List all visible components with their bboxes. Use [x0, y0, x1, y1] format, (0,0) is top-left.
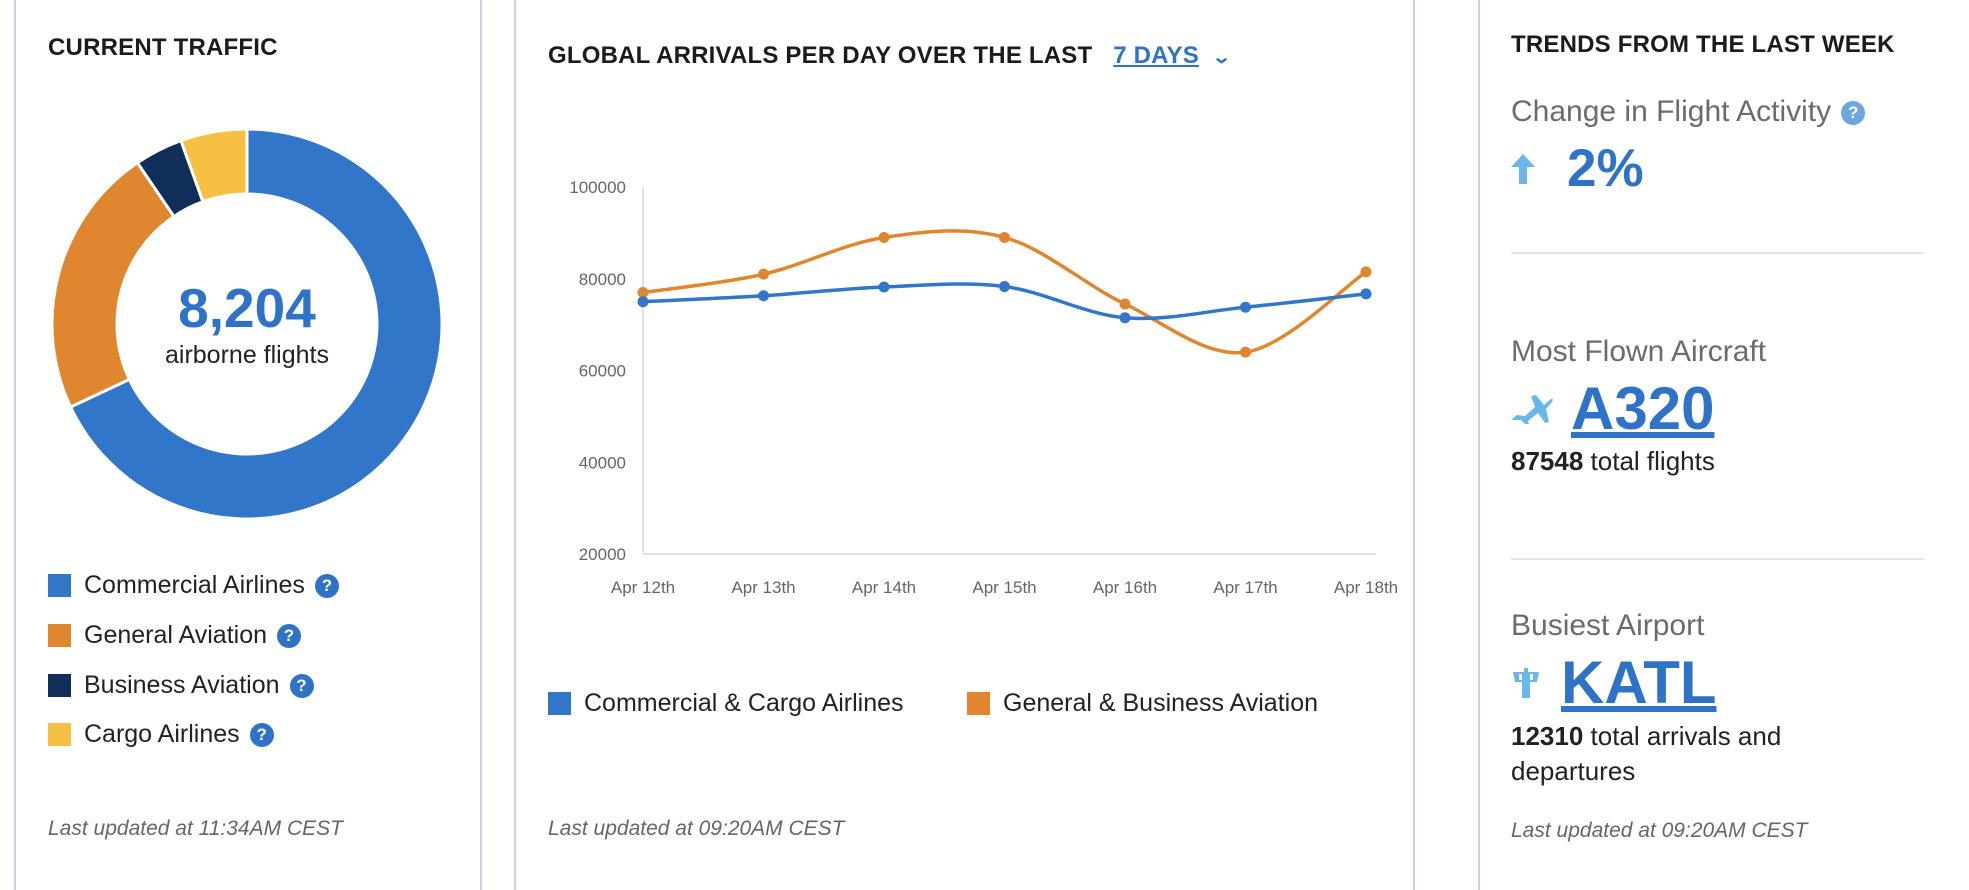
legend-business-aviation: Business Aviation?	[48, 671, 314, 700]
legend-label: Commercial Airlines	[84, 571, 305, 599]
legend-cargo-airlines: Cargo Airlines?	[48, 720, 274, 749]
data-point[interactable]	[1119, 312, 1131, 324]
data-point[interactable]	[1240, 346, 1251, 358]
arrivals-title: GLOBAL ARRIVALS PER DAY OVER THE LAST 7 …	[548, 42, 1232, 70]
data-point[interactable]	[999, 281, 1010, 293]
arrivals-panel	[514, 0, 1415, 890]
chevron-down-icon[interactable]: ⌄	[1211, 47, 1232, 67]
aircraft-row: A320	[1511, 374, 1714, 443]
airport-count-value: 12310	[1511, 721, 1584, 751]
x-tick-label: Apr 15th	[972, 578, 1036, 597]
chart-legend-general: General & Business Aviation	[967, 689, 1318, 718]
airport-row: KATL	[1511, 648, 1717, 717]
y-tick-label: 40000	[579, 453, 626, 472]
legend-label: Commercial & Cargo Airlines	[584, 689, 904, 717]
legend-label: General & Business Aviation	[1003, 689, 1319, 717]
arrivals-line-chart: 100000 80000 60000 40000 20000 Apr 12th Apr 13…	[569, 178, 1398, 597]
help-icon[interactable]: ?	[314, 573, 339, 598]
aircraft-link[interactable]: A320	[1571, 375, 1715, 442]
data-point[interactable]	[758, 290, 769, 302]
data-point[interactable]	[758, 268, 769, 280]
y-tick-label: 100000	[569, 178, 626, 197]
airport-count-suffix: total arrivals and	[1590, 721, 1782, 751]
last-updated: Last updated at 11:34AM CEST	[48, 817, 343, 840]
divider	[1511, 558, 1924, 560]
x-tick-label: Apr 13th	[731, 578, 795, 597]
help-icon[interactable]: ?	[289, 673, 314, 698]
legend-label: Business Aviation	[84, 671, 280, 699]
arrivals-title-text: GLOBAL ARRIVALS PER DAY OVER THE LAST	[548, 42, 1093, 69]
legend-swatch	[48, 624, 71, 647]
airplane-icon	[1511, 394, 1553, 424]
legend-swatch	[48, 574, 71, 597]
aircraft-count-value: 87548	[1511, 446, 1584, 476]
airport-count: 12310 total arrivals and departures	[1511, 719, 1781, 789]
legend-label: Cargo Airlines	[84, 720, 240, 748]
aircraft-count: 87548 total flights	[1511, 446, 1715, 477]
change-label-text: Change in Flight Activity	[1511, 95, 1832, 128]
airborne-count: 8,204	[178, 277, 316, 339]
data-point[interactable]	[1360, 288, 1372, 300]
legend-general-aviation: General Aviation?	[48, 621, 301, 650]
help-icon[interactable]: ?	[249, 722, 274, 747]
trends-title: TRENDS FROM THE LAST WEEK	[1511, 31, 1895, 58]
data-point[interactable]	[1119, 298, 1131, 310]
legend-commercial-airlines: Commercial Airlines?	[48, 571, 339, 600]
y-tick-label: 60000	[579, 362, 626, 381]
control-tower-icon	[1513, 667, 1539, 698]
change-value: 2%	[1567, 139, 1644, 198]
airport-link[interactable]: KATL	[1561, 649, 1717, 716]
data-point[interactable]	[1240, 301, 1251, 313]
arrow-up-icon	[1511, 153, 1535, 184]
range-dropdown[interactable]: 7 DAYS	[1113, 42, 1199, 69]
x-tick-label: Apr 18th	[1334, 578, 1398, 597]
change-label: Change in Flight Activity?	[1511, 95, 1866, 129]
x-tick-label: Apr 16th	[1093, 578, 1157, 597]
airport-label: Busiest Airport	[1511, 609, 1705, 642]
last-updated: Last updated at 09:20AM CEST	[1511, 819, 1808, 842]
last-updated: Last updated at 09:20AM CEST	[548, 817, 845, 840]
data-point[interactable]	[878, 231, 890, 243]
divider	[1511, 252, 1924, 254]
aircraft-count-suffix: total flights	[1590, 446, 1715, 476]
legend-swatch	[48, 674, 71, 697]
x-tick-label: Apr 17th	[1213, 578, 1277, 597]
x-tick-label: Apr 14th	[852, 578, 916, 597]
data-point[interactable]	[1360, 266, 1372, 278]
donut-slice-commercial-airlines[interactable]	[68, 129, 442, 519]
airport-count-suffix2: departures	[1511, 756, 1636, 786]
help-icon[interactable]: ?	[277, 623, 301, 648]
donut-slice-cargo-airlines[interactable]	[179, 129, 249, 204]
airborne-label: airborne flights	[165, 341, 329, 369]
legend-label: General Aviation	[84, 621, 267, 649]
traffic-donut-chart	[52, 129, 442, 519]
change-row: 2%	[1511, 138, 1644, 199]
data-point[interactable]	[637, 287, 649, 299]
data-point[interactable]	[999, 231, 1010, 243]
x-tick-label: Apr 12th	[611, 578, 675, 597]
legend-swatch	[967, 692, 990, 715]
legend-swatch	[548, 692, 571, 715]
help-icon[interactable]: ?	[1841, 101, 1866, 126]
trends-panel	[1478, 0, 1969, 890]
aircraft-label: Most Flown Aircraft	[1511, 335, 1767, 368]
y-tick-label: 80000	[579, 270, 626, 289]
data-point[interactable]	[637, 296, 649, 308]
chart-legend-commercial: Commercial & Cargo Airlines	[548, 689, 904, 718]
current-traffic-title: CURRENT TRAFFIC	[48, 34, 278, 61]
data-point[interactable]	[878, 281, 890, 293]
legend-swatch	[48, 723, 71, 746]
y-tick-label: 20000	[579, 545, 626, 564]
